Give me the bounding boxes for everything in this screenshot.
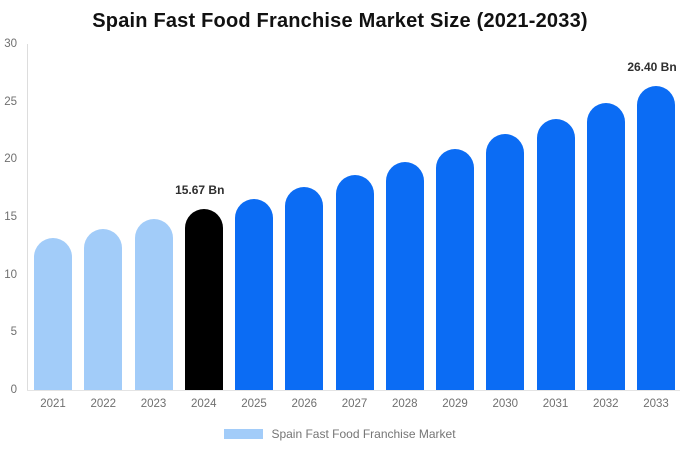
bar-value-label-2024: 15.67 Bn bbox=[175, 183, 225, 198]
bar-value-label-2033: 26.40 Bn bbox=[627, 59, 677, 74]
bar-2023 bbox=[134, 219, 173, 390]
bar-2028 bbox=[385, 162, 424, 390]
bar-2030 bbox=[486, 134, 525, 390]
y-tick-label-20: 20 bbox=[4, 153, 17, 166]
x-tick-label-2022: 2022 bbox=[90, 398, 117, 410]
legend-label: Spain Fast Food Franchise Market bbox=[271, 427, 456, 441]
x-axis-line bbox=[27, 390, 680, 391]
y-tick-label-25: 25 bbox=[4, 95, 17, 108]
x-tick-label-2024: 2024 bbox=[190, 398, 217, 410]
x-tick-label-2027: 2027 bbox=[341, 398, 368, 410]
x-tick-label-2031: 2031 bbox=[542, 398, 569, 410]
x-tick-label-2030: 2030 bbox=[492, 398, 519, 410]
bar-2022 bbox=[84, 228, 123, 390]
x-tick-label-2023: 2023 bbox=[140, 398, 167, 410]
y-tick-label-5: 5 bbox=[10, 326, 17, 339]
bar-2025 bbox=[235, 198, 273, 390]
x-tick-label-2021: 2021 bbox=[40, 398, 66, 410]
legend-item-spain-fast-food-franchise-market[interactable]: Spain Fast Food Franchise Market bbox=[0, 425, 680, 443]
legend-swatch bbox=[224, 429, 264, 439]
y-tick-label-30: 30 bbox=[4, 38, 17, 50]
chart-title: Spain Fast Food Franchise Market Size (2… bbox=[92, 10, 588, 32]
y-tick-label-15: 15 bbox=[4, 211, 17, 223]
bar-2024 bbox=[184, 209, 223, 390]
x-tick-label-2032: 2032 bbox=[592, 398, 619, 410]
bar-2032 bbox=[586, 102, 625, 390]
x-tick-label-2033: 2033 bbox=[643, 398, 669, 410]
x-tick-label-2029: 2029 bbox=[442, 398, 468, 410]
bar-2021 bbox=[34, 237, 72, 390]
bar-2029 bbox=[436, 148, 474, 390]
x-tick-label-2026: 2026 bbox=[291, 398, 318, 410]
y-tick-label-0: 0 bbox=[10, 384, 17, 396]
bar-2026 bbox=[285, 187, 324, 390]
y-tick-label-10: 10 bbox=[4, 268, 17, 281]
y-axis-line bbox=[27, 44, 28, 390]
bar-2031 bbox=[536, 119, 575, 390]
bar-2033 bbox=[637, 85, 675, 390]
x-tick-label-2025: 2025 bbox=[241, 398, 267, 410]
x-tick-label-2028: 2028 bbox=[391, 398, 418, 410]
bar-2027 bbox=[335, 175, 374, 390]
